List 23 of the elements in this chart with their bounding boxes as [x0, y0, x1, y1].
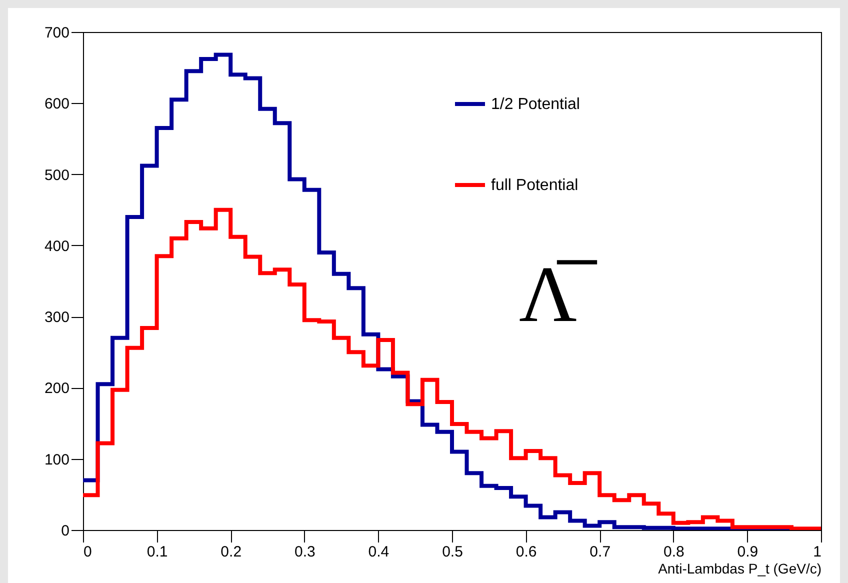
legend-label: full Potential — [491, 177, 578, 194]
y-tick-label: 100 — [44, 451, 70, 468]
y-tick-label: 400 — [44, 238, 70, 255]
x-tick-label: 0.5 — [442, 544, 463, 560]
x-tick-label: 0.9 — [737, 544, 758, 560]
x-tick-label: 0.6 — [516, 544, 537, 560]
y-tick-label: 700 — [44, 24, 70, 42]
x-tick-label: 0.7 — [590, 544, 611, 560]
x-axis-title: Anti-Lambdas P_t (GeV/c) — [658, 560, 822, 576]
x-tick-label: 0.4 — [368, 544, 390, 560]
x-tick-label: 0.3 — [294, 544, 316, 560]
x-tick-label: 1 — [813, 544, 822, 560]
x-tick-label: 0.8 — [663, 544, 684, 560]
x-tick-label: 0 — [84, 544, 92, 560]
y-tick-label: 0 — [61, 522, 70, 540]
y-tick-label: 500 — [44, 166, 70, 184]
x-tick-label: 0.2 — [220, 544, 242, 560]
y-tick-label: 300 — [44, 309, 70, 326]
y-tick-label: 200 — [44, 380, 70, 398]
annotation: Λ̅ — [518, 251, 598, 339]
legend-label: 1/2 Potential — [491, 96, 580, 113]
y-tick-label: 600 — [44, 96, 70, 113]
x-tick-label: 0.1 — [146, 544, 168, 560]
